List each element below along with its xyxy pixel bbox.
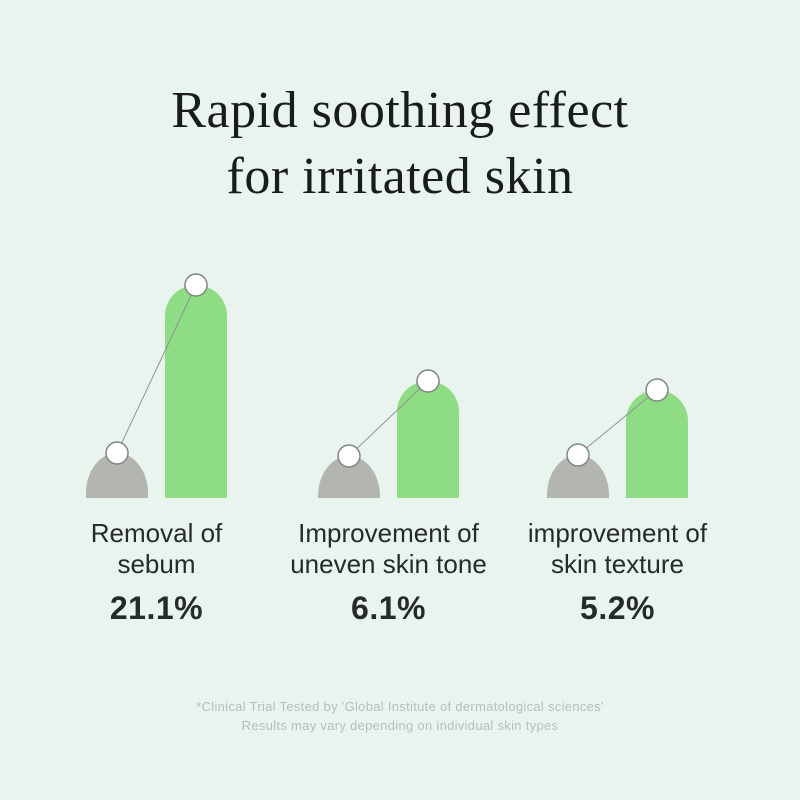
connector-overlay (105, 273, 208, 465)
group-label: improvement of skin texture 5.2% (528, 518, 707, 625)
group-label-line2: skin texture (551, 549, 684, 579)
after-marker-circle-icon (645, 378, 669, 402)
footnote-line1: *Clinical Trial Tested by 'Global Instit… (196, 699, 604, 714)
group-label: Improvement of uneven skin tone 6.1% (290, 518, 487, 625)
chart-title-line2: for irritated skin (226, 148, 574, 205)
group-label-line2: sebum (117, 549, 196, 579)
before-marker-circle-icon (566, 443, 590, 467)
group-value: 6.1% (351, 590, 426, 626)
group-value: 21.1% (109, 590, 204, 626)
after-bar (626, 390, 688, 498)
connector-line (577, 389, 658, 456)
group-label-line1: improvement of (527, 518, 708, 548)
bar-group: Improvement of uneven skin tone 6.1% (290, 250, 487, 625)
group-label: Removal of sebum 21.1% (91, 518, 223, 625)
chart-title-line1: Rapid soothing effect (171, 82, 629, 139)
bar-group: improvement of skin texture 5.2% (528, 250, 707, 625)
after-marker-circle-icon (184, 273, 208, 297)
after-marker-circle-icon (416, 369, 440, 393)
before-marker-circle-icon (105, 441, 129, 465)
soothing-effect-chart: Removal of sebum 21.1% Improvement of un… (0, 250, 800, 625)
footnote-line2: Results may vary depending on individual… (241, 718, 559, 733)
footnote: *Clinical Trial Tested by 'Global Instit… (0, 697, 800, 735)
connector-overlay (566, 378, 669, 467)
after-bar (165, 285, 227, 498)
chart-title: Rapid soothing effect for irritated skin (0, 78, 800, 210)
group-value: 5.2% (580, 590, 655, 626)
connector-line (116, 284, 197, 454)
before-marker-circle-icon (337, 444, 361, 468)
group-label-line2: uneven skin tone (290, 549, 487, 579)
connector-line (348, 380, 429, 457)
group-label-line1: Removal of (90, 518, 223, 548)
group-label-line1: Improvement of (298, 518, 479, 548)
connector-overlay (337, 369, 440, 468)
bar-group: Removal of sebum 21.1% (86, 250, 227, 625)
